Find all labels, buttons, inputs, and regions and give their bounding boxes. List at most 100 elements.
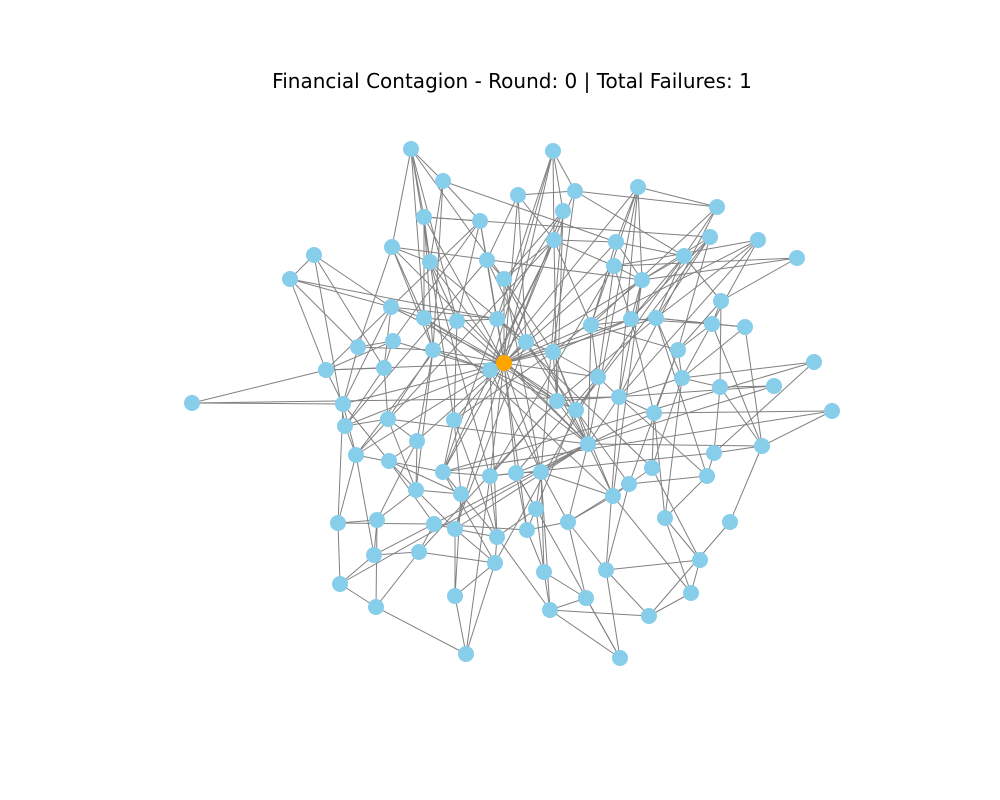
bank-node	[409, 433, 425, 449]
bank-node	[384, 239, 400, 255]
network-edge	[549, 609, 621, 659]
bank-node	[737, 319, 753, 335]
bank-node	[722, 514, 738, 530]
network-edge	[415, 349, 434, 491]
network-edge	[613, 265, 632, 320]
network-edge	[486, 194, 519, 261]
network-edge	[556, 400, 589, 445]
network-edge	[376, 489, 417, 521]
bank-node	[318, 362, 334, 378]
network-edge	[719, 386, 763, 447]
bank-node	[545, 143, 561, 159]
network-edge	[587, 186, 639, 445]
network-edge	[383, 367, 389, 420]
bank-node	[348, 447, 364, 463]
bank-node	[612, 650, 628, 666]
bank-node	[489, 311, 505, 327]
network-edge	[460, 493, 498, 538]
network-edge	[664, 517, 701, 561]
network-edge	[590, 206, 718, 326]
network-edge	[375, 606, 467, 655]
bank-node	[750, 232, 766, 248]
network-edge	[454, 443, 589, 530]
network-edge	[503, 239, 555, 280]
network-edge	[503, 278, 542, 473]
network-edge	[641, 255, 685, 281]
network-edge	[496, 536, 551, 611]
network-edge	[535, 508, 545, 573]
network-edge	[605, 559, 701, 571]
network-edge	[503, 278, 554, 353]
network-edge	[337, 522, 341, 585]
network-edge	[442, 361, 815, 473]
bank-node	[368, 599, 384, 615]
bank-node	[489, 529, 505, 545]
network-edge	[540, 210, 564, 473]
network-edge	[681, 239, 759, 379]
bank-node	[789, 250, 805, 266]
bank-node	[369, 512, 385, 528]
network-edge	[553, 239, 592, 326]
network-edge	[618, 377, 683, 398]
network-edge	[355, 454, 375, 556]
network-edge	[553, 239, 615, 267]
bank-node	[674, 370, 690, 386]
network-edge	[429, 261, 505, 364]
network-edge	[648, 521, 731, 617]
network-edge	[618, 396, 708, 477]
network-edge	[503, 362, 517, 474]
network-edge	[574, 190, 685, 257]
network-edge	[429, 261, 491, 477]
bank-node	[560, 514, 576, 530]
bank-node	[712, 379, 728, 395]
network-edge	[391, 148, 412, 248]
bank-node	[657, 510, 673, 526]
bank-node	[528, 501, 544, 517]
network-edge	[456, 220, 481, 322]
network-edge	[391, 246, 643, 281]
network-edge	[590, 324, 679, 351]
network-edge	[496, 508, 537, 538]
network-edge	[540, 471, 551, 611]
bank-node	[766, 378, 782, 394]
network-edge	[553, 239, 558, 402]
network-edge	[664, 475, 708, 519]
network-edge	[525, 341, 577, 411]
bank-node	[330, 515, 346, 531]
network-edge	[503, 318, 632, 364]
network-edge	[375, 551, 420, 608]
network-edge	[429, 261, 458, 322]
network-edge	[729, 445, 763, 523]
network-edge	[556, 317, 657, 402]
network-edge	[552, 318, 632, 353]
bank-node	[709, 199, 725, 215]
network-edge	[552, 351, 558, 402]
network-edge	[683, 255, 722, 302]
bank-node	[425, 342, 441, 358]
bank-node	[648, 310, 664, 326]
network-edge	[489, 369, 498, 538]
network-edge	[442, 180, 481, 222]
network-edge	[191, 369, 327, 404]
network-edge	[418, 551, 496, 564]
network-edge	[503, 210, 564, 280]
bank-node	[702, 229, 718, 245]
network-edge	[587, 443, 763, 447]
network-edge	[655, 317, 683, 379]
network-edge	[355, 362, 505, 456]
network-edge	[410, 148, 431, 263]
bank-node	[435, 464, 451, 480]
bank-node	[533, 464, 549, 480]
bank-node	[422, 254, 438, 270]
network-edge	[342, 403, 390, 462]
bank-node	[699, 468, 715, 484]
network-edge	[587, 324, 592, 445]
network-edge	[543, 571, 587, 599]
network-edge	[574, 190, 718, 208]
network-edge	[191, 402, 344, 405]
bank-node	[824, 403, 840, 419]
bank-node	[403, 141, 419, 157]
network-edge	[442, 318, 498, 473]
